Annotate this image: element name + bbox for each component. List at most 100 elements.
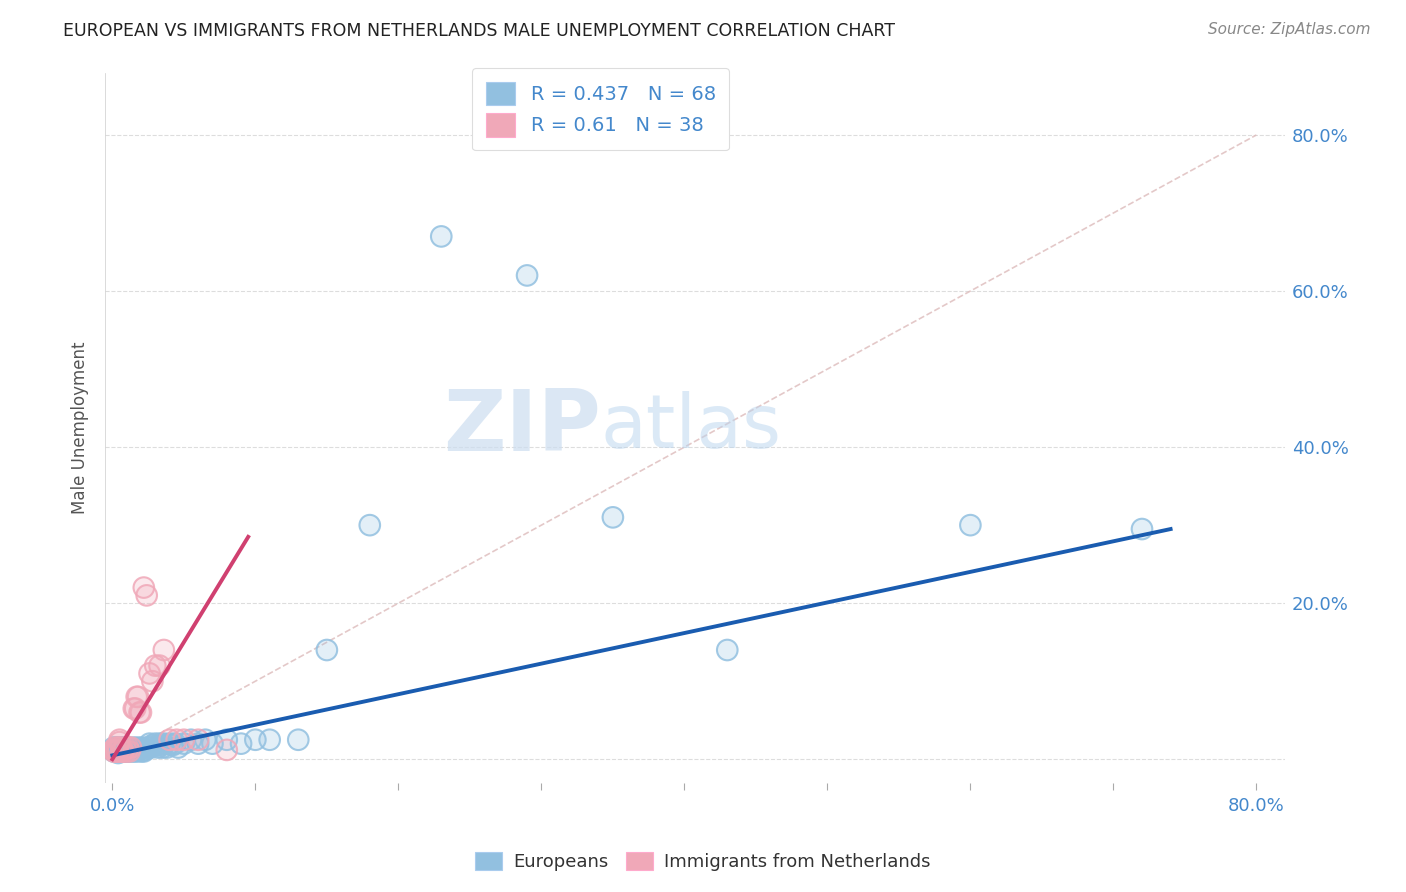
Point — [138, 666, 160, 681]
Point — [128, 743, 150, 757]
Point — [152, 740, 174, 755]
Point — [128, 706, 150, 720]
Point — [187, 732, 209, 747]
Point — [194, 732, 217, 747]
Point — [127, 740, 149, 755]
Point — [112, 744, 135, 758]
Point — [153, 643, 176, 657]
Point — [180, 732, 202, 747]
Point — [194, 732, 217, 747]
Point — [104, 744, 127, 758]
Point — [107, 746, 129, 760]
Point — [108, 732, 131, 747]
Point — [121, 743, 143, 757]
Point — [143, 737, 166, 751]
Point — [146, 740, 169, 755]
Point — [153, 643, 176, 657]
Point — [125, 744, 148, 758]
Point — [143, 658, 166, 673]
Point — [107, 743, 129, 757]
Point — [716, 643, 738, 657]
Point — [118, 744, 141, 758]
Point — [162, 738, 184, 752]
Point — [108, 735, 131, 749]
Point — [132, 581, 155, 595]
Point — [245, 732, 267, 747]
Point — [156, 740, 179, 755]
Point — [287, 732, 309, 747]
Point — [134, 743, 156, 757]
Point — [149, 738, 172, 752]
Point — [125, 690, 148, 704]
Point — [124, 743, 146, 757]
Text: EUROPEAN VS IMMIGRANTS FROM NETHERLANDS MALE UNEMPLOYMENT CORRELATION CHART: EUROPEAN VS IMMIGRANTS FROM NETHERLANDS … — [63, 22, 896, 40]
Point — [173, 737, 195, 751]
Point — [117, 740, 139, 755]
Point — [128, 743, 150, 757]
Point — [118, 743, 141, 757]
Point — [117, 740, 139, 755]
Point — [122, 740, 145, 755]
Point — [138, 737, 160, 751]
Point — [103, 740, 125, 755]
Point — [146, 740, 169, 755]
Point — [167, 740, 190, 755]
Point — [139, 740, 162, 755]
Point — [120, 740, 142, 755]
Point — [141, 674, 163, 689]
Point — [114, 740, 136, 755]
Point — [122, 744, 145, 758]
Point — [315, 643, 337, 657]
Point — [959, 518, 981, 533]
Point — [107, 740, 129, 755]
Point — [201, 737, 224, 751]
Point — [110, 744, 132, 758]
Point — [111, 740, 134, 755]
Point — [104, 744, 127, 758]
Point — [359, 518, 381, 533]
Point — [139, 740, 162, 755]
Legend: Europeans, Immigrants from Netherlands: Europeans, Immigrants from Netherlands — [468, 845, 938, 879]
Point — [124, 701, 146, 715]
Point — [134, 743, 156, 757]
Point — [105, 740, 128, 755]
Point — [104, 740, 127, 755]
Point — [115, 744, 138, 758]
Point — [112, 743, 135, 757]
Point — [136, 740, 159, 755]
Point — [138, 737, 160, 751]
Point — [127, 690, 149, 704]
Point — [173, 732, 195, 747]
Point — [103, 743, 125, 757]
Point — [141, 674, 163, 689]
Point — [117, 744, 139, 758]
Point — [108, 744, 131, 758]
Point — [132, 744, 155, 758]
Point — [430, 229, 453, 244]
Point — [105, 740, 128, 755]
Point — [215, 732, 238, 747]
Point — [215, 732, 238, 747]
Point — [127, 690, 149, 704]
Point — [118, 744, 141, 758]
Point — [259, 732, 281, 747]
Point — [110, 744, 132, 758]
Point — [602, 510, 624, 524]
Point — [187, 737, 209, 751]
Point — [111, 744, 134, 758]
Point — [111, 743, 134, 757]
Point — [143, 737, 166, 751]
Point — [108, 740, 131, 755]
Point — [602, 510, 624, 524]
Legend: R = 0.437   N = 68, R = 0.61   N = 38: R = 0.437 N = 68, R = 0.61 N = 38 — [472, 68, 730, 151]
Point — [111, 744, 134, 758]
Point — [173, 737, 195, 751]
Point — [117, 740, 139, 755]
Point — [111, 743, 134, 757]
Point — [110, 744, 132, 758]
Point — [110, 743, 132, 757]
Point — [120, 744, 142, 758]
Point — [148, 658, 170, 673]
Point — [103, 744, 125, 758]
Point — [187, 737, 209, 751]
